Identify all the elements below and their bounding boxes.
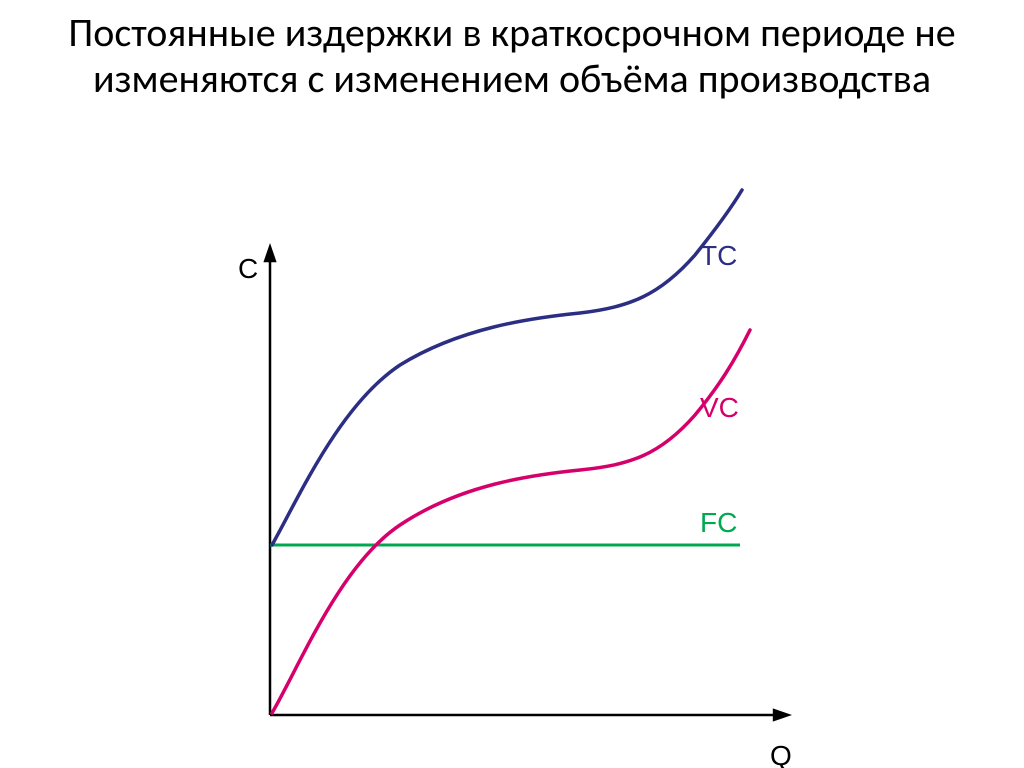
tc-curve (272, 190, 742, 545)
y-axis-label: C (238, 253, 258, 285)
tc-label: TC (700, 240, 737, 272)
fc-label: FC (700, 507, 737, 539)
x-axis-label: Q (770, 740, 792, 768)
chart-svg (230, 245, 790, 755)
slide: Постоянные издержки в краткосрочном пери… (0, 0, 1024, 768)
slide-title: Постоянные издержки в краткосрочном пери… (0, 10, 1024, 102)
vc-curve (272, 330, 750, 713)
axes (263, 243, 792, 722)
cost-curves-chart: C Q TC VC FC (230, 245, 790, 755)
vc-label: VC (700, 392, 739, 424)
